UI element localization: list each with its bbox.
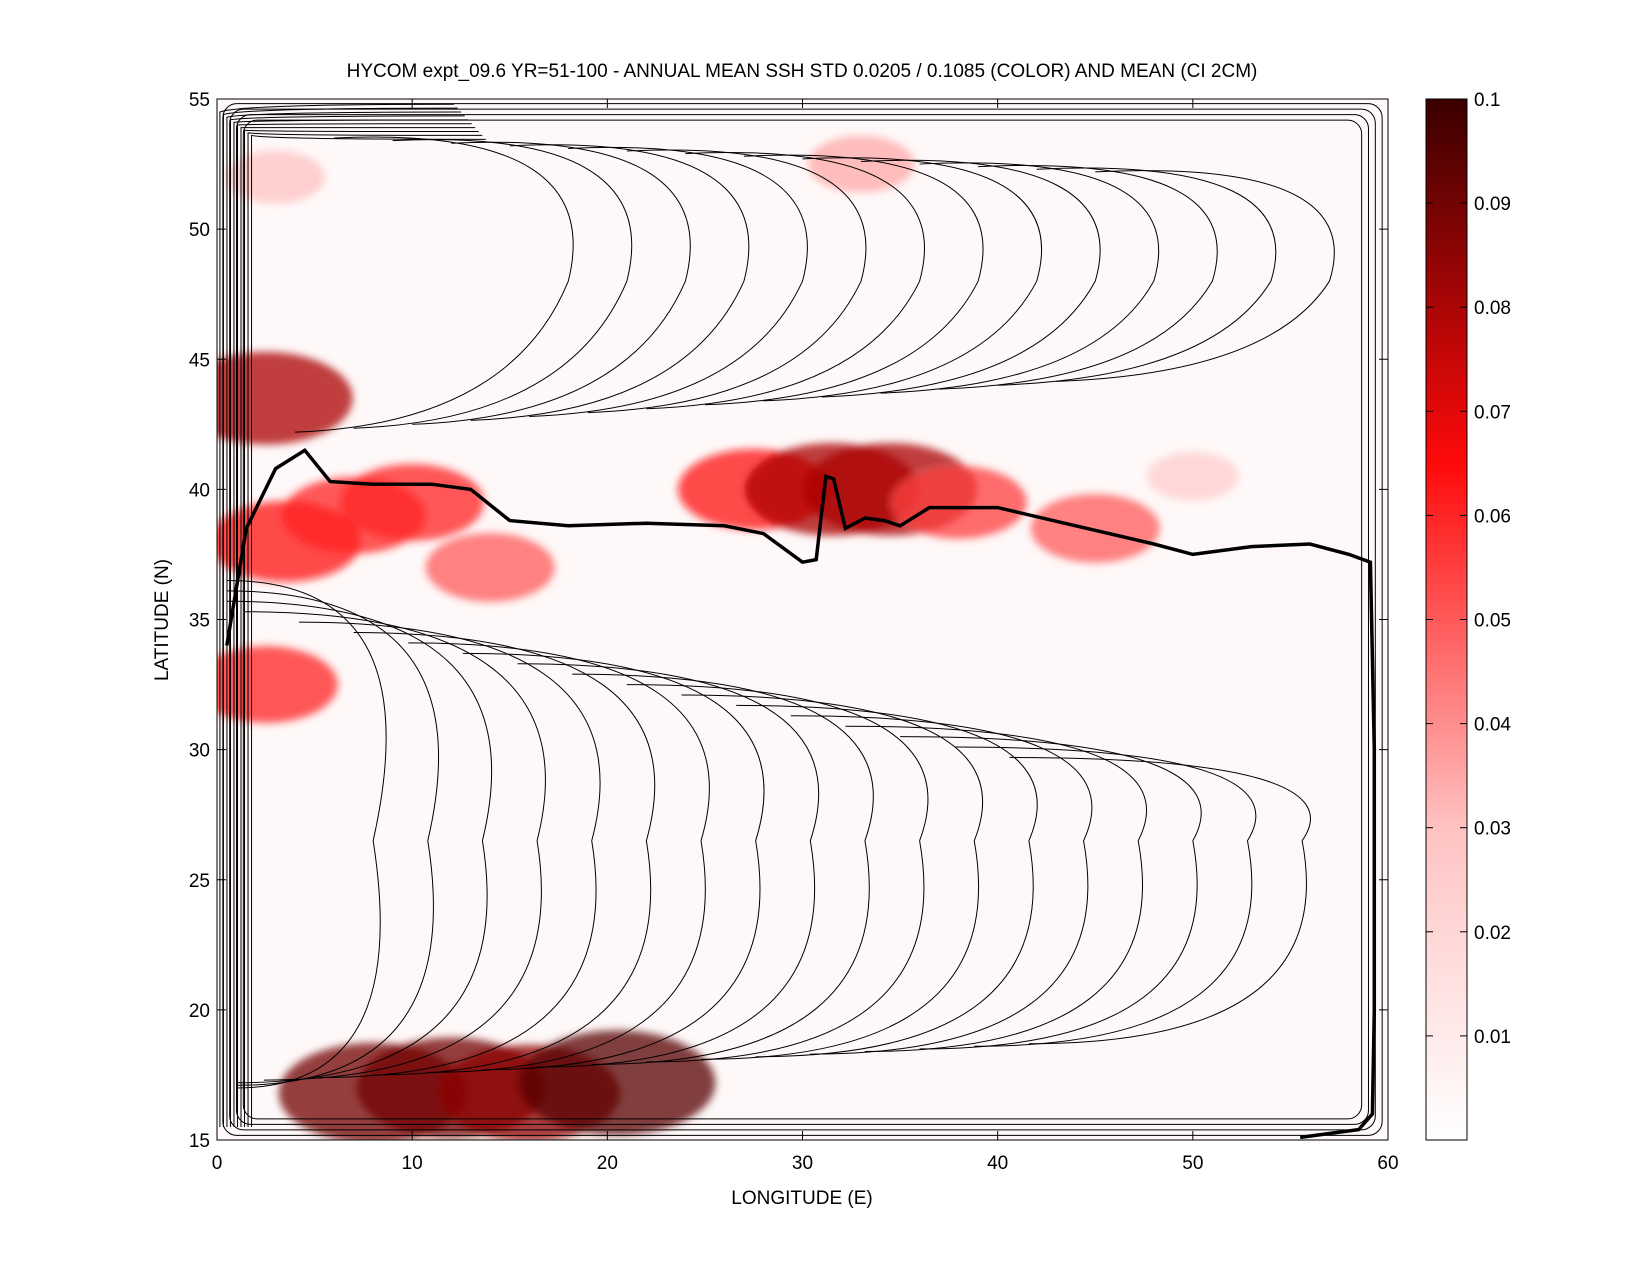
x-tick-label: 0 <box>212 1153 223 1174</box>
contour-west-8 <box>247 132 483 1127</box>
y-tick-label: 25 <box>189 871 210 892</box>
colorbar-tick-label: 0.1 <box>1474 90 1500 111</box>
contour-north-1 <box>353 139 633 429</box>
contour-south-16 <box>954 746 1257 1047</box>
contour-north-11 <box>939 164 1218 390</box>
contour-boundary-3 <box>242 119 1363 1120</box>
x-axis: 0 10 20 30 40 50 60 <box>212 99 1399 1174</box>
contour-north-13 <box>1056 170 1335 382</box>
contour-south-12 <box>736 704 1038 1058</box>
y-tick-label: 40 <box>189 480 210 501</box>
colorbar-tick-label: 0.03 <box>1474 819 1511 840</box>
contour-south-10 <box>626 684 929 1063</box>
contour-west-5 <box>236 123 472 1127</box>
plot-background <box>217 99 1388 1140</box>
std-hotspot-0 <box>217 351 353 445</box>
contour-north-3 <box>470 144 750 421</box>
colorbar-tick-label: 0.08 <box>1474 298 1511 319</box>
std-hotspot-1 <box>217 646 338 723</box>
colorbar-ticks: 0.01 0.02 0.03 0.04 0.05 0.06 0.07 0.08 0.09 0.1 <box>1426 90 1511 1048</box>
contour-west-3 <box>229 115 465 1127</box>
y-axis: 15 20 25 30 35 40 45 50 55 <box>189 90 1388 1152</box>
y-tick-label: 35 <box>189 611 210 632</box>
ssh-zero-contour <box>225 447 1377 1140</box>
std-hotspot-5 <box>425 533 555 602</box>
contour-north-0 <box>295 136 574 433</box>
x-tick-label: 10 <box>402 1153 423 1174</box>
x-tick-label: 30 <box>792 1153 813 1174</box>
colorbar-tick-label: 0.01 <box>1474 1027 1511 1048</box>
contour-north-2 <box>412 141 691 425</box>
colorbar-tick-label: 0.07 <box>1474 402 1511 423</box>
contour-north-6 <box>646 152 925 410</box>
contour-north-10 <box>880 162 1160 394</box>
colorbar: 0.01 0.02 0.03 0.04 0.05 0.06 0.07 0.08 0.09 0.1 <box>1425 90 1511 1141</box>
contour-south-4 <box>298 621 601 1079</box>
contour-west-9 <box>251 134 486 1127</box>
chart-title: HYCOM expt_09.6 YR=51-100 - ANNUAL MEAN … <box>347 61 1258 82</box>
colorbar-tick-label: 0.09 <box>1474 194 1511 215</box>
y-tick-label: 15 <box>189 1131 210 1152</box>
colorbar-tick-label: 0.05 <box>1474 611 1511 632</box>
contour-west-0 <box>219 103 455 1127</box>
y-tick-label: 55 <box>189 90 210 111</box>
std-heatmap <box>217 135 1239 1140</box>
y-axis-label: LATITUDE (N) <box>152 559 173 681</box>
contour-south-5 <box>353 632 656 1076</box>
contour-south-13 <box>790 715 1093 1055</box>
x-tick-label: 60 <box>1377 1153 1398 1174</box>
contour-south-15 <box>900 736 1202 1050</box>
y-tick-label: 45 <box>189 350 210 371</box>
std-hotspot-17 <box>1147 451 1239 501</box>
std-hotspot-15 <box>226 150 326 204</box>
contour-south-14 <box>845 725 1148 1053</box>
colorbar-tick-label: 0.02 <box>1474 923 1511 944</box>
y-tick-label: 50 <box>189 220 210 241</box>
contour-south-6 <box>408 642 710 1073</box>
contour-boundary-2 <box>236 114 1369 1125</box>
heat-blobs <box>217 135 1239 1140</box>
contour-north-9 <box>821 159 1101 398</box>
y-tick-label: 30 <box>189 741 210 762</box>
x-tick-label: 20 <box>597 1153 618 1174</box>
contour-north-5 <box>587 149 867 414</box>
x-tick-label: 40 <box>987 1153 1008 1174</box>
x-tick-label: 50 <box>1182 1153 1203 1174</box>
std-hotspot-9 <box>890 465 1027 539</box>
contour-west-1 <box>222 107 458 1127</box>
contour-north-4 <box>529 146 808 418</box>
contour-south-17 <box>1009 756 1311 1045</box>
y-tick-label: 20 <box>189 1001 210 1022</box>
std-hotspot-16 <box>807 135 915 193</box>
std-hotspot-10 <box>1030 494 1160 563</box>
contour-south-0 <box>226 579 387 1089</box>
colorbar-tick-label: 0.04 <box>1474 715 1511 736</box>
contour-north-12 <box>997 167 1277 386</box>
contour-north-8 <box>763 157 1042 402</box>
contour-south-7 <box>462 652 765 1071</box>
plot-area <box>216 98 1389 1141</box>
contour-south-11 <box>681 694 984 1060</box>
std-hotspot-4 <box>340 463 485 541</box>
ssh-mean-contours <box>219 103 1383 1136</box>
contour-west-7 <box>244 129 479 1127</box>
x-axis-label: LONGITUDE (E) <box>731 1188 872 1209</box>
contour-north-7 <box>704 154 984 406</box>
colorbar-tick-label: 0.06 <box>1474 506 1511 527</box>
